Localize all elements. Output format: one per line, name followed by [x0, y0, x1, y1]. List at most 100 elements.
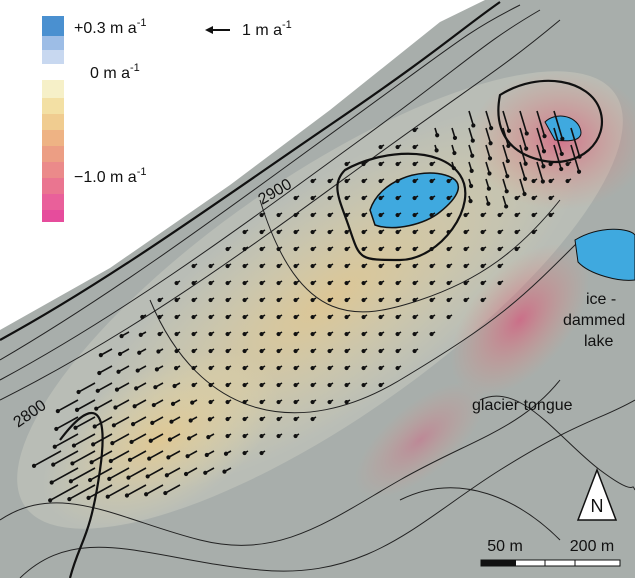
vector-head: [203, 470, 208, 475]
vector-head: [259, 297, 264, 303]
vector-head: [470, 138, 475, 143]
vector-head: [531, 178, 536, 184]
vector-head: [174, 297, 179, 303]
lake-label: dammed: [563, 312, 625, 329]
vector-head: [514, 195, 519, 201]
vector-head: [259, 280, 264, 286]
vector-head: [156, 349, 161, 354]
vector-head: [310, 263, 315, 269]
vector-head: [150, 420, 155, 425]
vector-head: [259, 229, 264, 235]
vector-head: [452, 135, 458, 141]
vector-head: [293, 416, 298, 422]
vector-head: [395, 178, 400, 184]
vector-head: [242, 280, 247, 286]
vector-head: [276, 365, 281, 371]
velocity-vector: [89, 467, 113, 481]
vector-head: [293, 229, 298, 235]
vector-head: [129, 439, 134, 445]
vector-head: [190, 400, 195, 405]
velocity-vector: [468, 110, 475, 126]
vector-head: [446, 178, 451, 184]
vector-head: [452, 150, 457, 156]
vector-head: [157, 297, 162, 303]
vector-head: [114, 387, 120, 392]
vector-head: [164, 473, 169, 478]
vector-head: [429, 314, 434, 320]
vector-head: [429, 263, 434, 269]
velocity-vector: [570, 127, 581, 157]
velocity-vector: [519, 144, 527, 164]
vector-head: [541, 149, 547, 154]
vector-head: [140, 314, 145, 320]
velocity-vector: [70, 467, 96, 482]
vector-head: [344, 331, 349, 337]
velocity-vector: [147, 467, 164, 478]
vector-head: [429, 246, 434, 252]
vector-head: [548, 212, 553, 218]
vector-head: [429, 195, 434, 201]
legend-swatch: [42, 98, 64, 114]
legend-label-text: +0.3 m a: [74, 20, 137, 37]
velocity-vector: [128, 467, 147, 479]
vector-head: [480, 229, 485, 235]
velocity-vector: [519, 110, 528, 134]
vector-head: [429, 280, 434, 286]
vector-head: [344, 399, 349, 405]
vector-head: [174, 331, 179, 337]
legend-swatch: [42, 50, 64, 64]
vector-head: [395, 212, 400, 218]
vector-head: [480, 280, 485, 286]
vector-head: [541, 164, 546, 169]
vector-head: [157, 331, 162, 337]
vector-label-text: 1 m a: [242, 22, 282, 39]
vector-head: [446, 297, 451, 303]
vector-head: [225, 348, 230, 354]
vector-head: [293, 433, 298, 439]
vector-head: [293, 399, 298, 405]
vector-head: [504, 204, 509, 209]
velocity-vector: [166, 467, 181, 476]
vector-head: [446, 314, 451, 320]
vector-head: [577, 154, 582, 159]
vector-head: [259, 348, 264, 354]
vector-head: [522, 176, 528, 181]
vector-head: [293, 331, 298, 337]
vector-head: [293, 195, 298, 201]
lakes: [369, 115, 635, 281]
vector-head: [378, 161, 383, 167]
velocity-vector: [131, 433, 147, 443]
vector-head: [70, 461, 75, 466]
legend-label-exponent: -1: [137, 17, 147, 29]
velocity-vector: [468, 127, 474, 141]
vector-head: [361, 382, 366, 388]
vector-head: [154, 367, 159, 372]
vector-head: [204, 452, 209, 458]
velocity-vector: [107, 484, 130, 498]
vector-head: [548, 178, 553, 184]
velocity-vector: [485, 127, 492, 144]
vector-head: [166, 455, 171, 460]
vector-head: [524, 146, 529, 151]
velocity-vector: [536, 161, 544, 182]
tongue-label: glacier tongue: [472, 397, 573, 414]
vector-head: [395, 348, 400, 354]
vector-head: [225, 297, 230, 303]
vector-head: [378, 229, 383, 235]
vector-head: [276, 229, 281, 235]
vector-head: [242, 365, 247, 371]
velocity-vector: [536, 127, 545, 152]
velocity-vector: [164, 484, 181, 494]
vector-head: [361, 246, 366, 252]
velocity-vector: [95, 399, 113, 410]
vector-head: [191, 331, 196, 337]
vector-head: [259, 382, 264, 388]
vector-head: [293, 297, 298, 303]
vector-head: [489, 126, 494, 131]
vector-head: [344, 178, 349, 184]
legend-swatch: [42, 194, 64, 210]
vector-head: [191, 280, 196, 286]
vector-head: [147, 456, 152, 461]
vector-head: [151, 402, 156, 408]
vector-head: [378, 348, 383, 354]
